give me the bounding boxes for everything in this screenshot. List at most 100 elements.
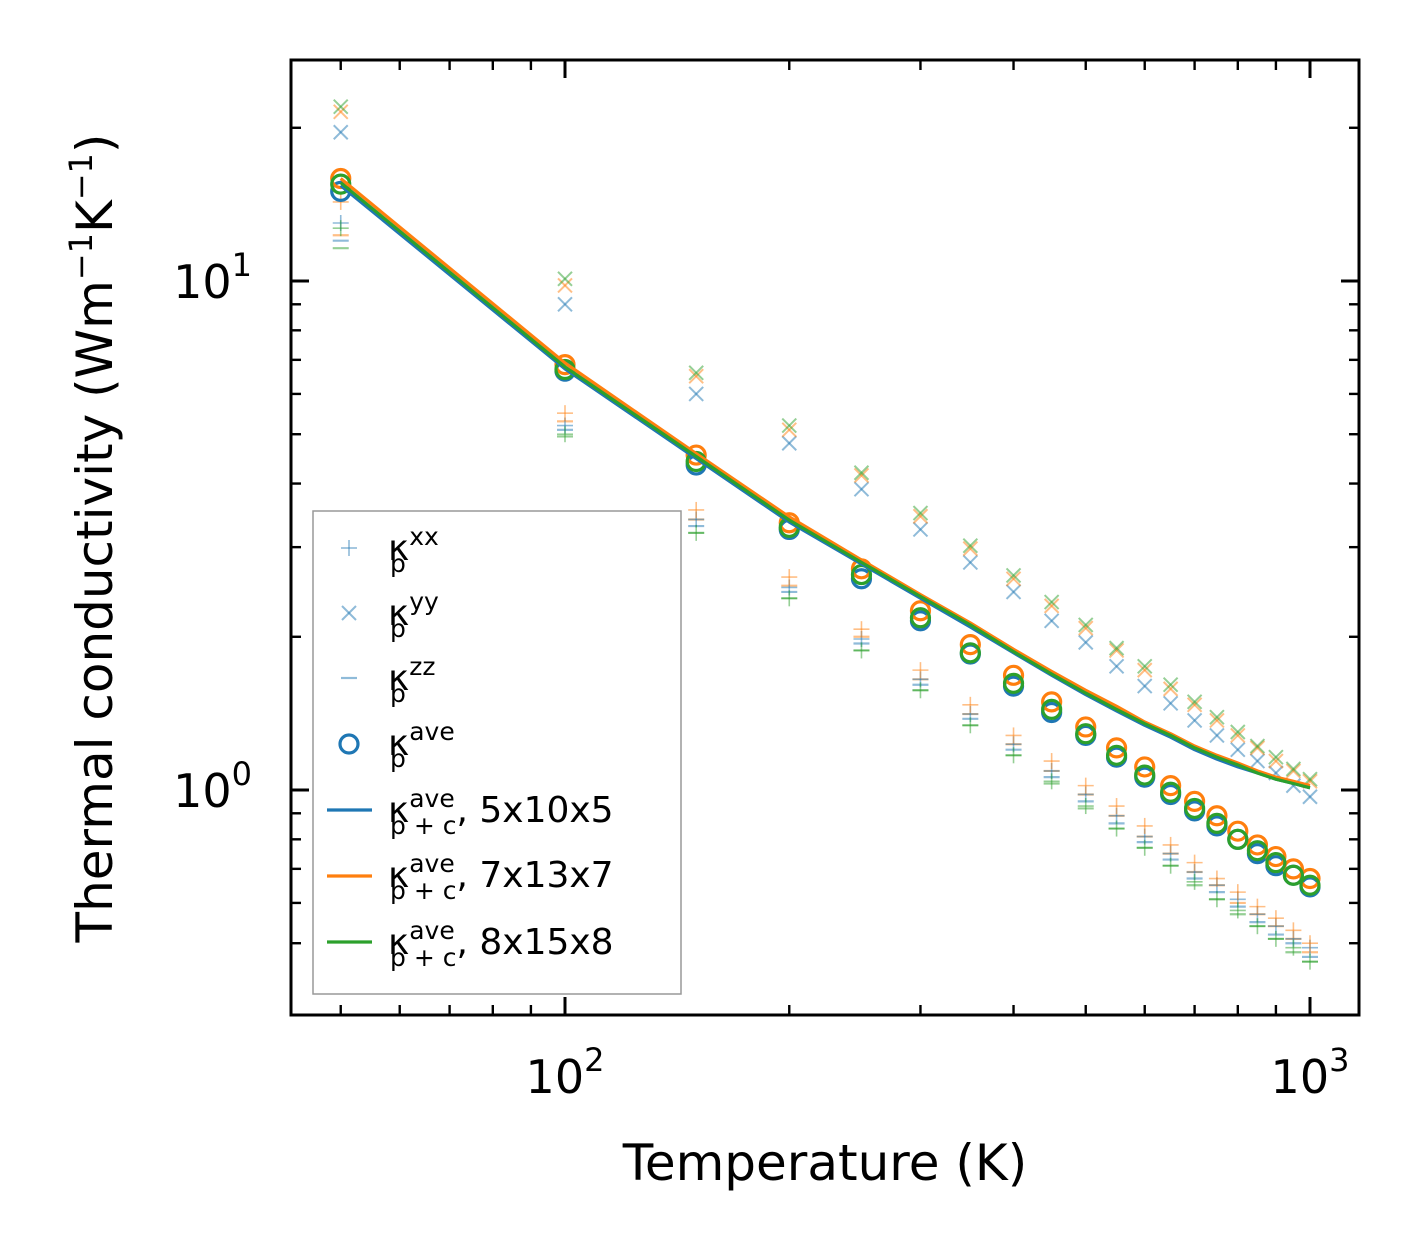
- data-point: [1137, 662, 1153, 678]
- data-point: [1268, 749, 1284, 765]
- data-point-b: [1078, 634, 1094, 651]
- data-point: [962, 717, 979, 734]
- data-point-b: [853, 467, 870, 484]
- data-point: [1137, 658, 1153, 675]
- data-point: [1136, 817, 1153, 834]
- axis-ticks: [291, 60, 1359, 1015]
- data-point: [1075, 723, 1097, 745]
- data-point: [1249, 740, 1266, 756]
- data-point: [1134, 764, 1156, 786]
- data-point-b: [1108, 658, 1125, 675]
- data-point: [1002, 672, 1025, 694]
- data-point-b: [1137, 658, 1153, 675]
- data-point: [688, 501, 705, 518]
- series-line: [339, 181, 1311, 790]
- legend-label-kzz: κzz p: [388, 652, 435, 708]
- data-point: [1230, 741, 1246, 758]
- data-point-b: [688, 386, 704, 402]
- data-point: [1249, 898, 1266, 915]
- data-point: [1246, 834, 1269, 856]
- x-tick-label-100: 102: [526, 1041, 605, 1104]
- data-point-b: [1268, 753, 1284, 769]
- series-5: [333, 98, 1318, 787]
- data-point: [1268, 753, 1284, 769]
- legend-label-kyy: κyy p: [388, 587, 439, 643]
- data-point: [853, 465, 870, 481]
- data-point: [781, 569, 798, 586]
- data-point-b: [853, 465, 870, 481]
- series-13: [339, 177, 1311, 788]
- x-axis-label: Temperature (K): [622, 1134, 1027, 1192]
- data-point: [1108, 658, 1125, 675]
- data-point: [1206, 812, 1228, 834]
- data-point-b: [1186, 694, 1203, 710]
- data-point: [1209, 712, 1225, 729]
- data-point: [1162, 836, 1179, 853]
- data-point: [962, 554, 979, 571]
- data-point: [1105, 744, 1128, 766]
- legend-label-kave: κave p: [388, 717, 455, 773]
- data-point-b: [853, 481, 870, 497]
- data-point: [333, 104, 349, 120]
- data-point: [1002, 664, 1025, 686]
- data-point: [1227, 820, 1249, 842]
- data-point: [688, 368, 704, 384]
- data-point-b: [1209, 712, 1225, 729]
- data-point: [912, 505, 929, 521]
- data-point-b: [912, 521, 929, 538]
- legend-label-kpc-7x13x7: κave p + c, 7x13x7: [388, 849, 614, 905]
- data-point-b: [1005, 567, 1022, 584]
- data-point: [853, 621, 870, 638]
- data-point: [962, 696, 979, 713]
- data-point: [1183, 797, 1206, 820]
- data-point-b: [1108, 642, 1125, 659]
- legend-label-kxx: κxx p: [388, 522, 439, 578]
- legend-handle-circle: [338, 733, 360, 755]
- data-point: [1043, 594, 1060, 610]
- data-point: [853, 642, 870, 659]
- data-point-b: [1043, 613, 1060, 629]
- legend-handle-x-b: [341, 605, 357, 621]
- data-point: [781, 422, 797, 438]
- data-point: [1299, 874, 1321, 896]
- series-4: [333, 104, 1318, 790]
- data-point-b: [1230, 724, 1246, 740]
- data-point: [1043, 613, 1060, 629]
- data-point-b: [1230, 741, 1246, 758]
- data-point: [1249, 918, 1266, 935]
- data-point: [781, 435, 797, 451]
- data-point: [912, 521, 929, 538]
- data-point: [1160, 781, 1182, 803]
- data-point: [557, 426, 573, 443]
- data-point-b: [557, 277, 573, 294]
- data-point: [1209, 727, 1225, 744]
- data-point-b: [1249, 753, 1266, 769]
- data-point: [959, 642, 981, 664]
- data-point: [1075, 716, 1097, 738]
- data-point-b: [781, 435, 797, 451]
- legend-handle-plus: [341, 540, 357, 556]
- y-tick-label-1: 100: [173, 755, 252, 818]
- data-point-b: [1162, 695, 1179, 712]
- data-point-b: [333, 104, 349, 120]
- data-point-b: [1209, 709, 1225, 725]
- data-point: [1005, 584, 1022, 600]
- data-point-b: [1285, 761, 1302, 777]
- data-point-b: [912, 505, 929, 521]
- data-point: [1249, 753, 1266, 769]
- data-point-b: [1285, 763, 1302, 779]
- data-point-b: [1249, 738, 1266, 754]
- x-tick-label-1000: 103: [1271, 1041, 1350, 1104]
- data-point-b: [1249, 740, 1266, 756]
- y-tick-label-10: 101: [173, 246, 252, 309]
- legend-label-kpc-5x10x5: κave p + c, 5x10x5: [388, 784, 614, 840]
- legend: κxx p κyy p κzz p κave p κave p + c, 5x10x5 κ…: [312, 510, 682, 995]
- data-point: [1209, 709, 1225, 725]
- data-point: [1105, 737, 1128, 759]
- data-point: [1108, 642, 1125, 659]
- data-point: [1186, 694, 1203, 710]
- legend-label-kpc-8x15x8: κave p + c, 8x15x8: [388, 916, 614, 972]
- data-point: [1043, 598, 1060, 614]
- data-point: [1183, 790, 1206, 812]
